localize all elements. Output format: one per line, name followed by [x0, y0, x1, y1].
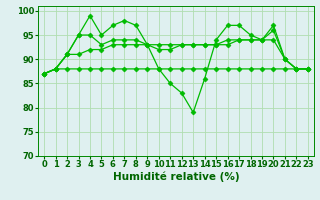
X-axis label: Humidité relative (%): Humidité relative (%)	[113, 172, 239, 182]
